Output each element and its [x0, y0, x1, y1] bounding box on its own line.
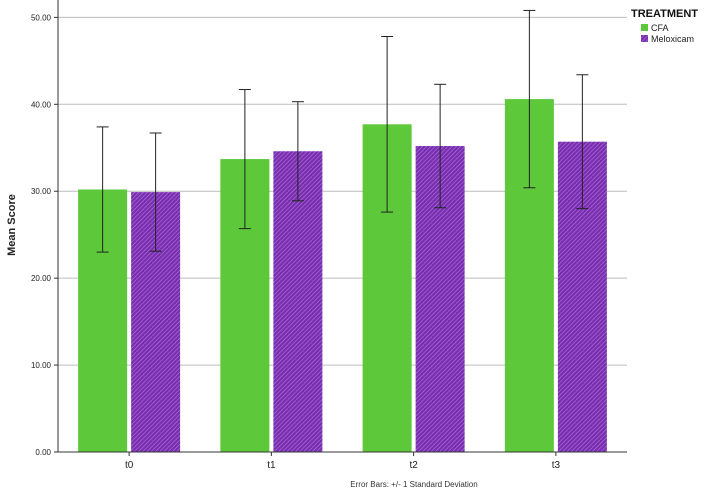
bar-meloxicam-t1 [273, 151, 323, 452]
y-tick-label: 10.00 [31, 361, 52, 370]
legend-title: TREATMENT [631, 8, 698, 20]
bars [78, 99, 607, 453]
x-tick-label-t3: t3 [552, 460, 561, 471]
error-bars [96, 9, 589, 253]
legend-swatch-meloxicam [641, 35, 648, 42]
y-tick-label: 50.00 [31, 13, 52, 22]
x-tick-label-t2: t2 [409, 460, 418, 471]
footnote: Error Bars: +/- 1 Standard Deviation [350, 480, 477, 489]
y-axis-title: Mean Score [6, 194, 18, 256]
legend-swatch-cfa [641, 24, 648, 31]
x-tick-label-t1: t1 [267, 460, 276, 471]
legend-label-cfa: CFA [651, 23, 669, 33]
y-tick-label: 20.00 [31, 274, 52, 283]
x-tick-label-t0: t0 [125, 460, 134, 471]
y-tick-label: 40.00 [31, 100, 52, 109]
axes: 0.00 10.00 20.00 30.00 40.00 50.00 t0 t1 t2 t3 [31, 0, 627, 471]
legend: TREATMENT CFA Meloxicam [631, 8, 698, 44]
y-tick-label: 30.00 [31, 187, 52, 196]
y-tick-label: 0.00 [35, 448, 51, 457]
legend-label-meloxicam: Meloxicam [651, 34, 694, 44]
